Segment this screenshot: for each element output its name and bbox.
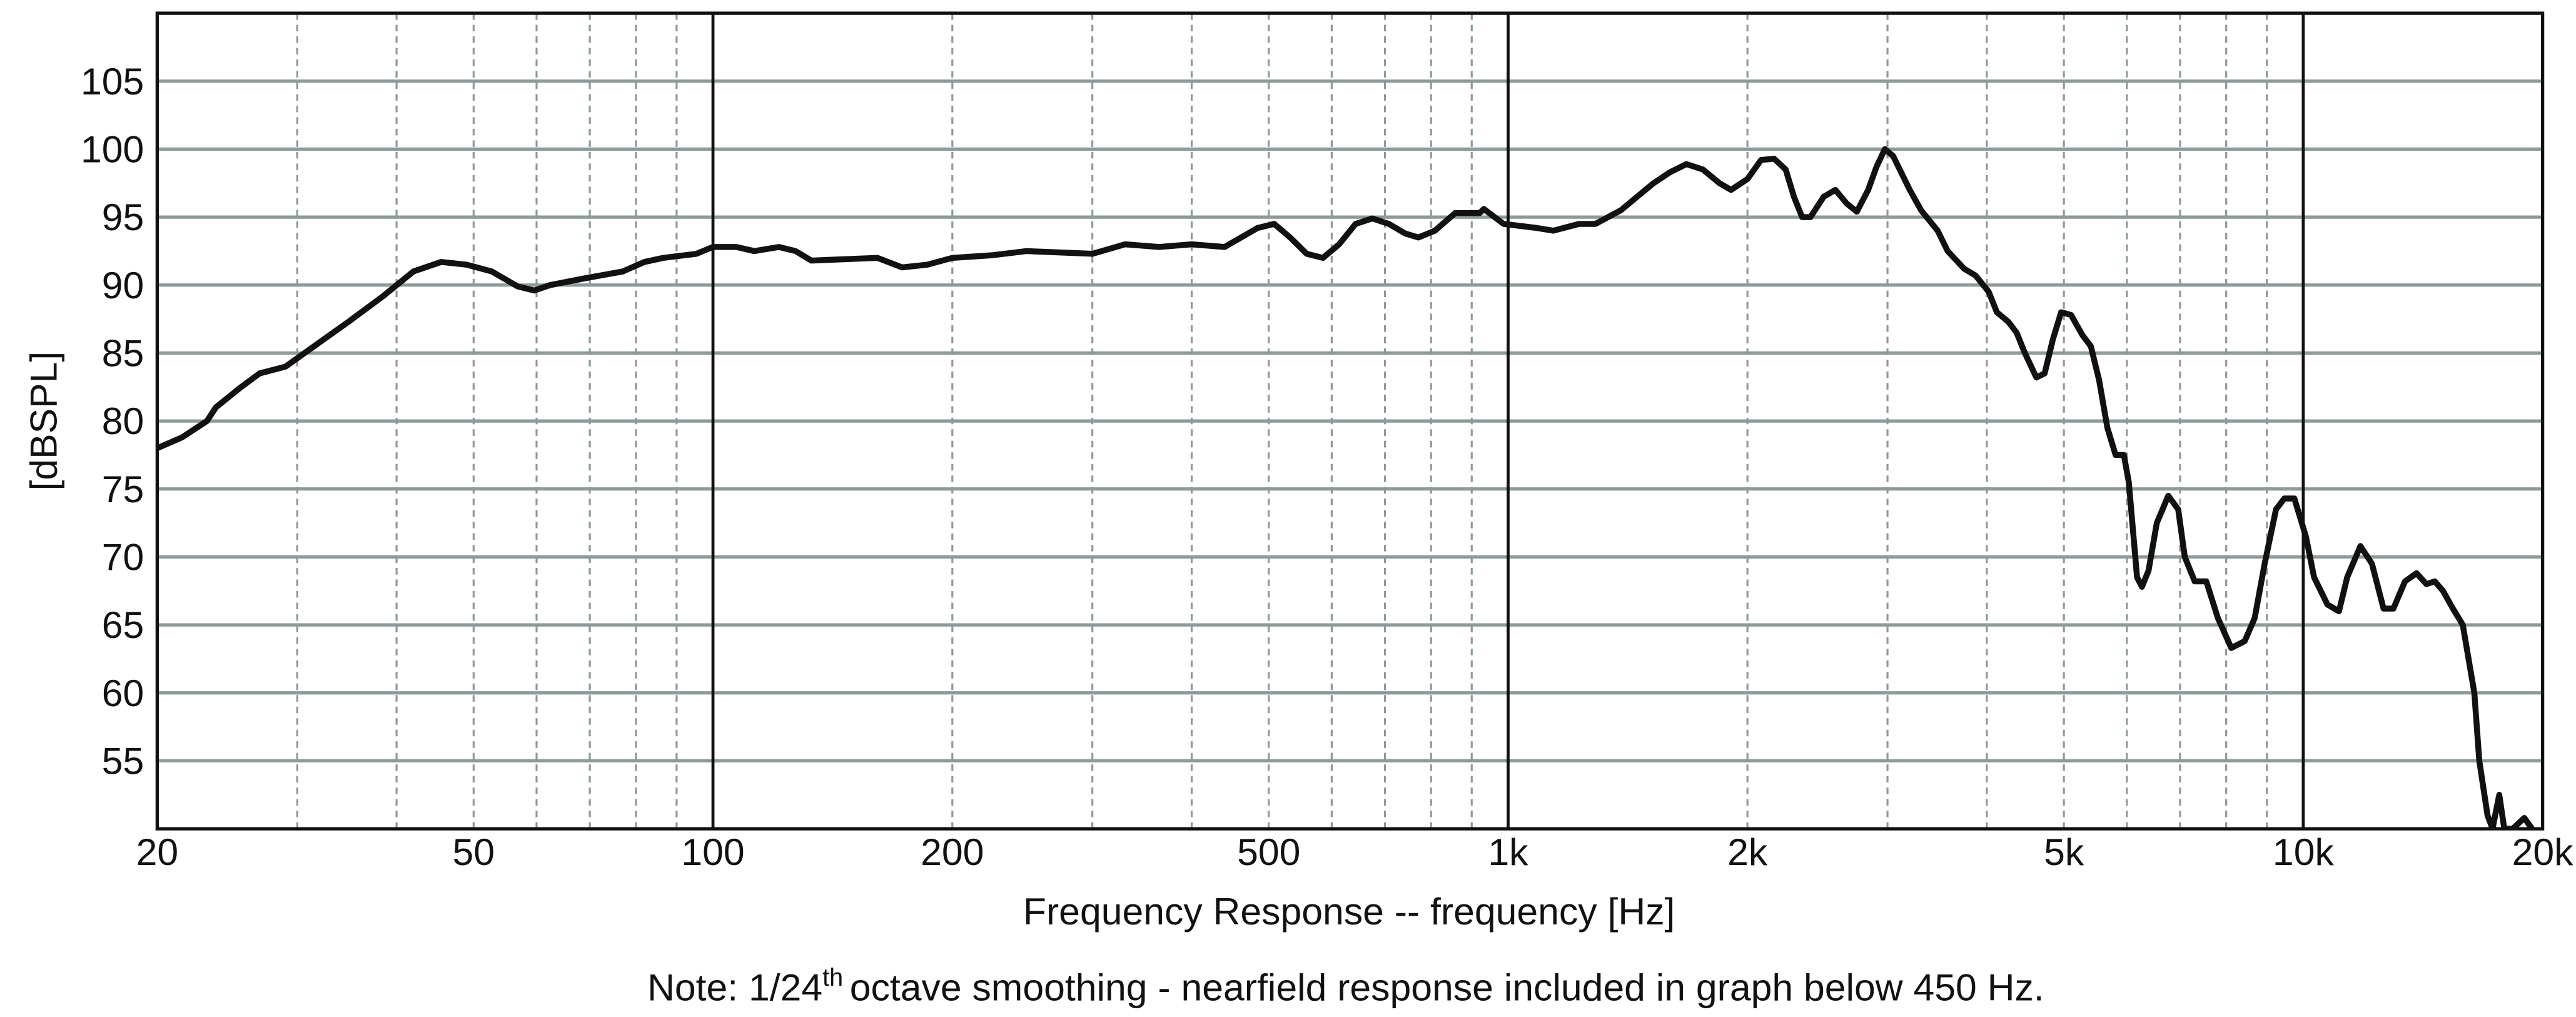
x-tick-label: 2k [1727,831,1768,873]
y-tick-label: 55 [102,740,144,782]
note-text: octave smoothing - nearfield response in… [850,966,2044,1009]
x-tick-label: 10k [2273,831,2335,873]
y-tick-label: 100 [81,128,144,171]
y-tick-label: 95 [102,196,144,238]
plot-area [157,146,2535,829]
note-text: Note: 1/24 [647,966,822,1009]
y-tick-label: 90 [102,264,144,306]
x-tick-label: 5k [2044,831,2084,873]
x-tick-label: 20k [2512,831,2574,873]
x-tick-label: 500 [1237,831,1300,873]
y-tick-label: 60 [102,672,144,714]
y-tick-label: 70 [102,536,144,579]
x-tick-label: 50 [453,831,495,873]
y-tick-label: 105 [81,60,144,103]
y-tick-label: 80 [102,400,144,442]
y-tick-label: 85 [102,332,144,375]
x-tick-label: 1k [1488,831,1528,873]
response-line [157,146,2535,829]
grid [157,13,2543,829]
y-tick-label: 65 [102,604,144,646]
y-axis-label: [dBSPL] [22,352,64,491]
x-tick-label: 200 [921,831,984,873]
note-superscript: th [822,964,843,991]
x-tick-label: 100 [681,831,744,873]
x-axis-label: Frequency Response -- frequency [Hz] [1023,890,1675,933]
plot-frame [155,11,2545,831]
note: Note: 1/24th octave smoothing - nearfield… [647,964,2044,1009]
x-tick-label: 20 [136,831,179,873]
tick-labels: 55 60 65 70 75 80 85 90 95 100 105 20 50 100 200 500 1k 2… [81,60,2573,873]
y-tick-label: 75 [102,468,144,510]
